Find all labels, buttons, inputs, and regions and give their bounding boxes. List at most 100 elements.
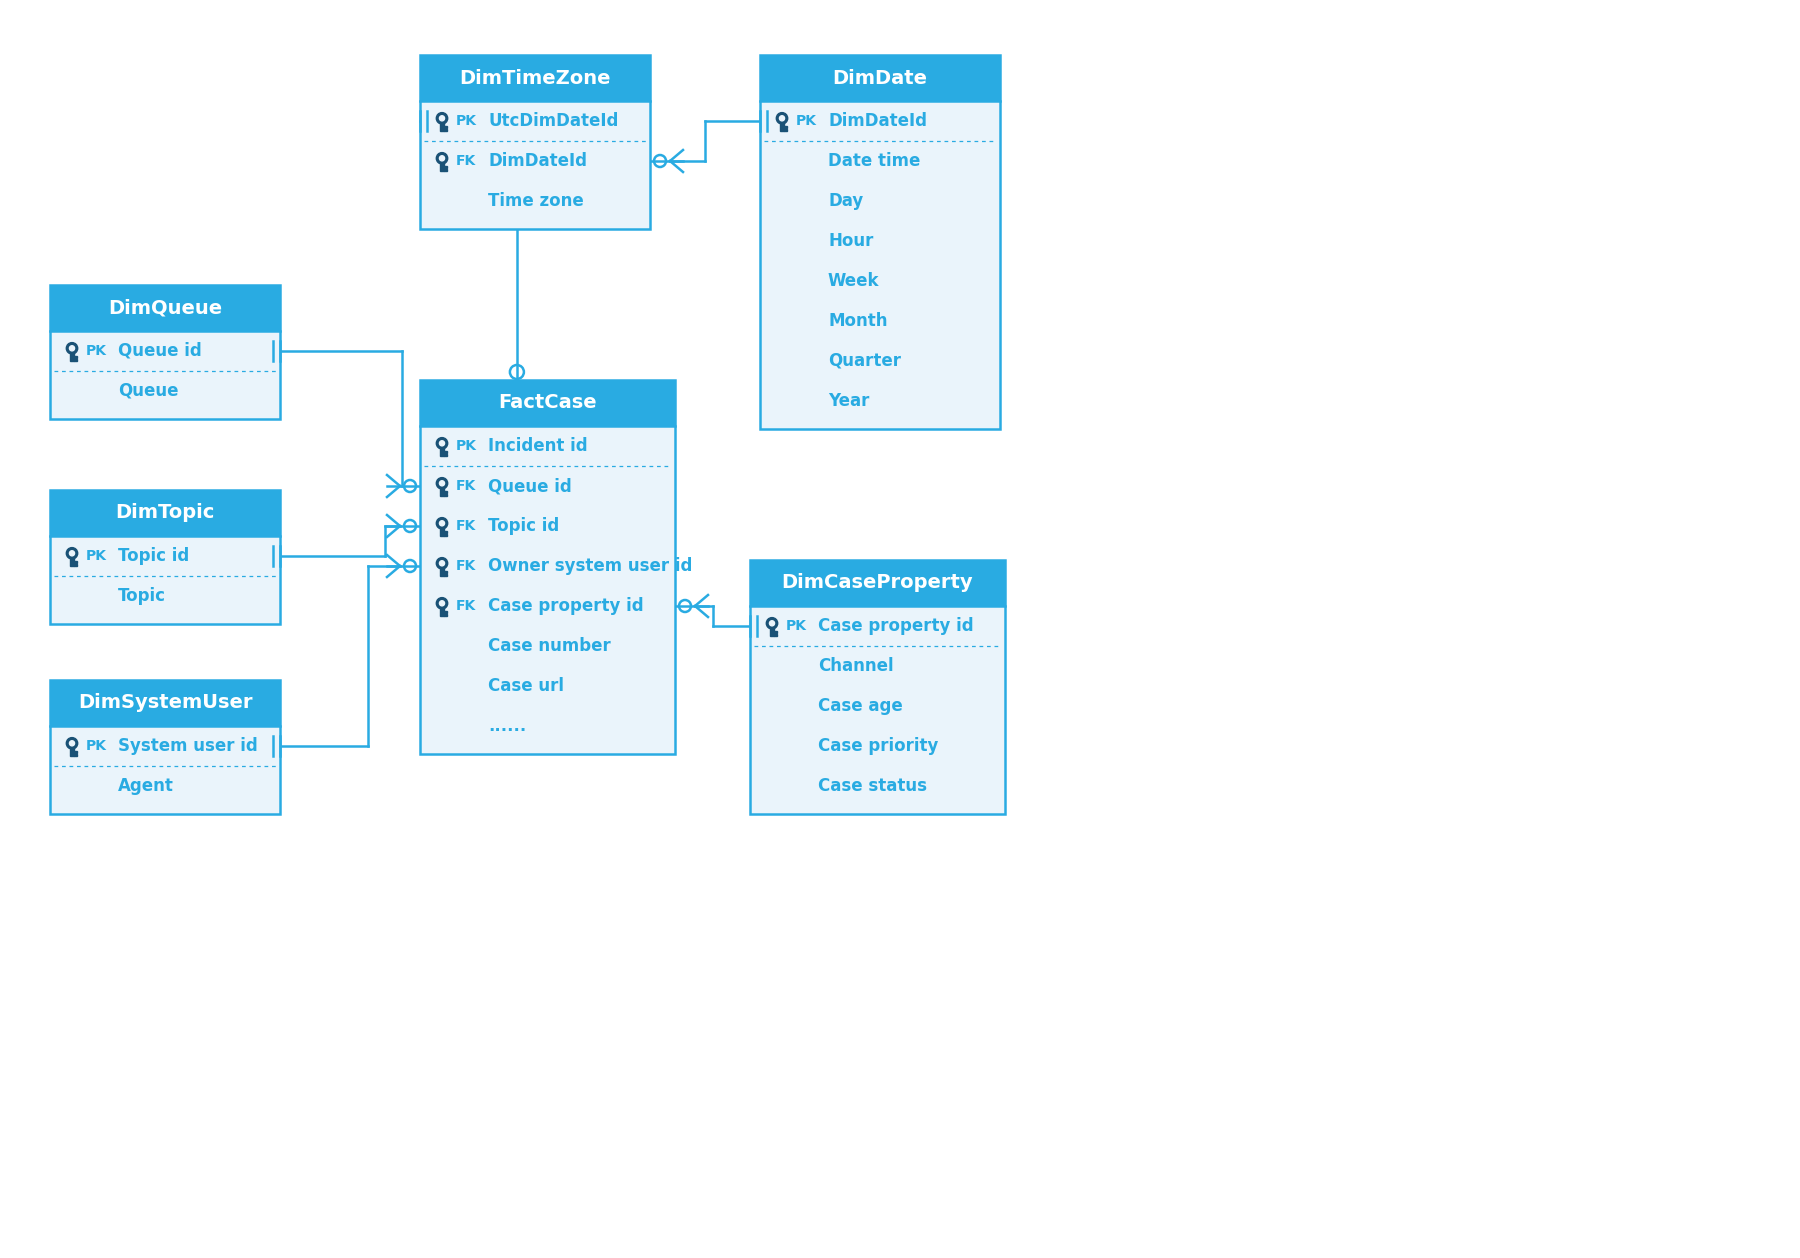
Text: FactCase: FactCase [499,394,598,413]
Bar [774,630,778,633]
Text: Case priority: Case priority [817,737,938,755]
Circle shape [439,116,445,121]
Text: Case age: Case age [817,697,904,715]
Text: Topic id: Topic id [119,547,189,565]
Bar [50,491,281,536]
Bar [441,162,443,171]
Text: DimQueue: DimQueue [108,298,221,317]
Bar [70,557,74,566]
Bar [419,426,675,754]
Circle shape [767,618,778,629]
Text: FK: FK [455,520,477,533]
Text: Queue id: Queue id [488,477,572,494]
Bar [443,126,446,128]
Text: Week: Week [828,272,880,291]
Text: DimDateId: DimDateId [488,152,587,170]
Text: FK: FK [455,479,477,493]
Bar [441,122,443,131]
Bar [443,614,446,616]
Bar [443,450,446,453]
Text: DimSystemUser: DimSystemUser [77,693,252,712]
Text: Year: Year [828,392,869,410]
Circle shape [439,440,445,445]
Circle shape [67,342,77,353]
Bar [751,606,1004,814]
Text: Case url: Case url [488,677,563,694]
Text: Owner system user id: Owner system user id [488,557,693,575]
Text: PK: PK [787,619,806,633]
Circle shape [439,561,445,566]
Circle shape [769,620,774,626]
Circle shape [439,481,445,486]
Circle shape [436,557,448,569]
Bar [443,611,446,613]
Circle shape [436,478,448,489]
Circle shape [70,741,74,746]
Bar [50,536,281,624]
Bar [443,533,446,536]
Bar [50,286,281,331]
Text: ......: ...... [488,717,526,735]
Bar [50,681,281,726]
Text: Date time: Date time [828,152,920,170]
Bar [443,454,446,455]
Circle shape [436,113,448,125]
Bar [443,531,446,533]
Bar [441,487,443,496]
Text: DimDateId: DimDateId [828,112,927,130]
Bar [441,566,443,576]
Bar [441,527,443,536]
Text: Topic: Topic [119,587,166,605]
Text: System user id: System user id [119,737,257,755]
Text: PK: PK [86,738,106,754]
Text: PK: PK [86,548,106,564]
Bar [74,356,77,357]
Bar [751,560,1004,606]
Bar [70,747,74,756]
Bar [74,359,77,361]
Circle shape [439,156,445,161]
Circle shape [439,601,445,606]
Text: DimTopic: DimTopic [115,503,214,522]
Bar [760,101,1001,429]
Bar [781,122,783,131]
Text: Day: Day [828,192,864,210]
Text: FK: FK [455,153,477,169]
Bar [443,128,446,131]
Text: DimDate: DimDate [832,68,927,88]
Text: Quarter: Quarter [828,352,902,370]
Bar [770,626,774,637]
Bar [443,169,446,171]
Bar [419,101,650,229]
Bar [74,754,77,756]
Text: Case property id: Case property id [817,616,974,635]
Text: PK: PK [796,114,817,128]
Bar [783,128,787,131]
Bar [441,447,443,455]
Text: Case status: Case status [817,777,927,795]
Text: FK: FK [455,599,477,613]
Text: Incident id: Incident id [488,437,587,455]
Bar [419,380,675,426]
Text: PK: PK [455,439,477,453]
Circle shape [436,598,448,609]
Text: UtcDimDateId: UtcDimDateId [488,112,619,130]
Text: Topic id: Topic id [488,517,560,535]
Text: Time zone: Time zone [488,192,583,210]
Bar [441,606,443,616]
Text: Queue id: Queue id [119,342,202,360]
Bar [74,561,77,562]
Bar [50,331,281,419]
Text: Channel: Channel [817,657,893,676]
Bar [443,166,446,167]
Bar [443,571,446,572]
Bar [443,574,446,576]
Text: PK: PK [455,114,477,128]
Text: Case number: Case number [488,637,610,655]
Circle shape [776,113,788,125]
Circle shape [67,737,77,749]
Text: DimCaseProperty: DimCaseProperty [781,574,974,593]
Circle shape [436,152,448,164]
Text: Month: Month [828,312,887,330]
Circle shape [70,346,74,351]
